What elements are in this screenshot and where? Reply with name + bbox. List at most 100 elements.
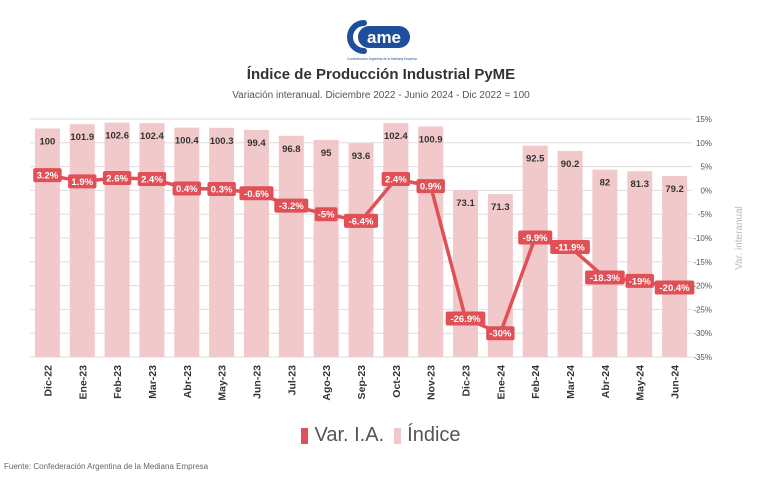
bar <box>418 126 444 357</box>
line-label-box <box>344 213 378 228</box>
y2-tick-label: -5% <box>698 210 712 219</box>
y2-tick-label: 10% <box>696 139 712 148</box>
line-label-box <box>137 171 167 186</box>
y2-ticks-layer: 15% 10% 5% 0% -5% -10% -15% -20% -25% -30% -35% <box>693 115 712 362</box>
y2-axis-label: Var. interanual <box>734 206 745 270</box>
line-data-label: -30% <box>489 329 512 340</box>
x-tick-label: Ene-23 <box>77 365 89 400</box>
bar-label: 81.3 <box>630 179 649 190</box>
bar-label: 101.9 <box>70 132 94 143</box>
line-data-label: -26.9% <box>450 314 481 325</box>
line-data-label: -18.3% <box>590 273 621 284</box>
line-label-box <box>654 280 695 295</box>
line-data-label: 3.2% <box>37 171 59 182</box>
bar <box>383 123 409 357</box>
x-tick-label: Feb-23 <box>112 365 124 399</box>
line-data-label: 1.9% <box>71 177 93 188</box>
bar <box>69 124 95 357</box>
y2-tick-label: -10% <box>693 234 712 243</box>
line-label-box <box>314 207 338 222</box>
x-tick-label: Ene-24 <box>495 365 507 400</box>
line-data-label: 2.4% <box>385 174 407 185</box>
line-label-box <box>207 181 236 196</box>
chart-title: Índice de Producción Industrial PyME <box>246 66 516 83</box>
x-tick-label: Jun-24 <box>670 365 682 399</box>
bar-label: 82 <box>600 178 611 189</box>
bar-label: 73.1 <box>456 198 475 209</box>
bar <box>174 127 200 357</box>
legend-label-var-ia: Var. I.A. <box>314 424 385 446</box>
bar <box>522 145 548 357</box>
line-label-box <box>518 230 553 245</box>
legend-label-indice: Índice <box>407 424 461 446</box>
line-data-label: -0.6% <box>244 189 269 200</box>
chart-subtitle: Variación interanual. Diciembre 2022 - J… <box>232 90 530 101</box>
bar <box>243 129 269 357</box>
bar <box>348 143 374 357</box>
y2-tick-label: -25% <box>693 305 712 314</box>
line-data-label: -9.9% <box>523 233 548 244</box>
line-label-box <box>33 168 62 183</box>
bar-label: 100 <box>39 137 55 148</box>
line-data-label: -5% <box>318 210 335 221</box>
bar <box>104 122 130 357</box>
bar-label: 71.3 <box>491 202 510 213</box>
bars-layer <box>34 122 688 357</box>
logo-tagline: Confederación Argentina de la Mediana Em… <box>347 57 417 61</box>
bar <box>139 123 165 357</box>
x-tick-label: Dic-23 <box>461 365 473 397</box>
y2-tick-label: 0% <box>700 186 712 195</box>
x-tick-label: Nov-23 <box>426 365 438 400</box>
line-data-label: -20.4% <box>660 283 691 294</box>
y2-tick-label: -35% <box>693 353 712 362</box>
line-label-box <box>381 171 411 186</box>
line-data-label: 2.6% <box>106 174 128 185</box>
line-data-label: 0.4% <box>176 184 198 195</box>
x-tick-label: Oct-23 <box>391 365 403 398</box>
line-data-label: -6.4% <box>349 216 374 227</box>
line-label-box <box>239 186 274 201</box>
line-label-box <box>172 181 201 196</box>
legend-item-indice: Índice <box>394 424 461 447</box>
bar-label: 92.5 <box>526 154 545 165</box>
bar <box>209 127 235 357</box>
x-tick-label: May-23 <box>217 365 229 401</box>
x-tick-label: Dic-22 <box>42 365 54 397</box>
x-tick-label: Feb-24 <box>530 365 542 399</box>
y2-tick-label: -30% <box>693 329 712 338</box>
bar-label: 96.8 <box>282 144 301 155</box>
line-label-box <box>625 273 654 288</box>
line-data-label: 0.9% <box>420 182 442 193</box>
y2-tick-label: 5% <box>700 163 712 172</box>
bar <box>453 189 479 357</box>
bar-label: 93.6 <box>352 151 371 162</box>
x-tick-label: May-24 <box>635 365 647 401</box>
bar <box>313 139 339 357</box>
x-tick-label: Mar-23 <box>147 365 159 399</box>
x-tick-label: Sep-23 <box>356 365 368 400</box>
line-data-label: 2.4% <box>141 174 163 185</box>
bar-label: 100.3 <box>210 136 234 147</box>
line-label-box <box>102 171 132 186</box>
line-data-label: -19% <box>629 276 652 287</box>
source-note: Fuente: Confederación Argentina de la Me… <box>4 462 209 471</box>
line-data-label: 0.3% <box>211 184 233 195</box>
line-label-box <box>274 198 309 213</box>
bar-label: 100.4 <box>175 136 199 147</box>
y2-tick-label: -20% <box>693 282 712 291</box>
bar <box>278 135 304 357</box>
line-label-box <box>445 311 486 326</box>
line-data-label: -11.9% <box>555 243 585 254</box>
x-ticks-layer: Dic-22 Ene-23 Feb-23 Mar-23 Abr-23 May-23 Jun-… <box>42 365 681 401</box>
line-label-box <box>585 270 625 285</box>
bar <box>34 128 60 357</box>
x-tick-label: Ago-23 <box>321 365 333 401</box>
bar-label: 102.6 <box>105 131 129 142</box>
line-label-box <box>486 326 515 341</box>
bar <box>592 169 618 357</box>
line-label-box <box>416 179 445 194</box>
logo-text: ame <box>367 28 401 47</box>
line-data-label: -3.2% <box>279 201 304 212</box>
x-tick-label: Mar-24 <box>565 365 577 399</box>
bar-labels-layer: 100 101.9 102.6 102.4 100.4 100.3 99.4 96.8 95 93… <box>39 131 683 214</box>
